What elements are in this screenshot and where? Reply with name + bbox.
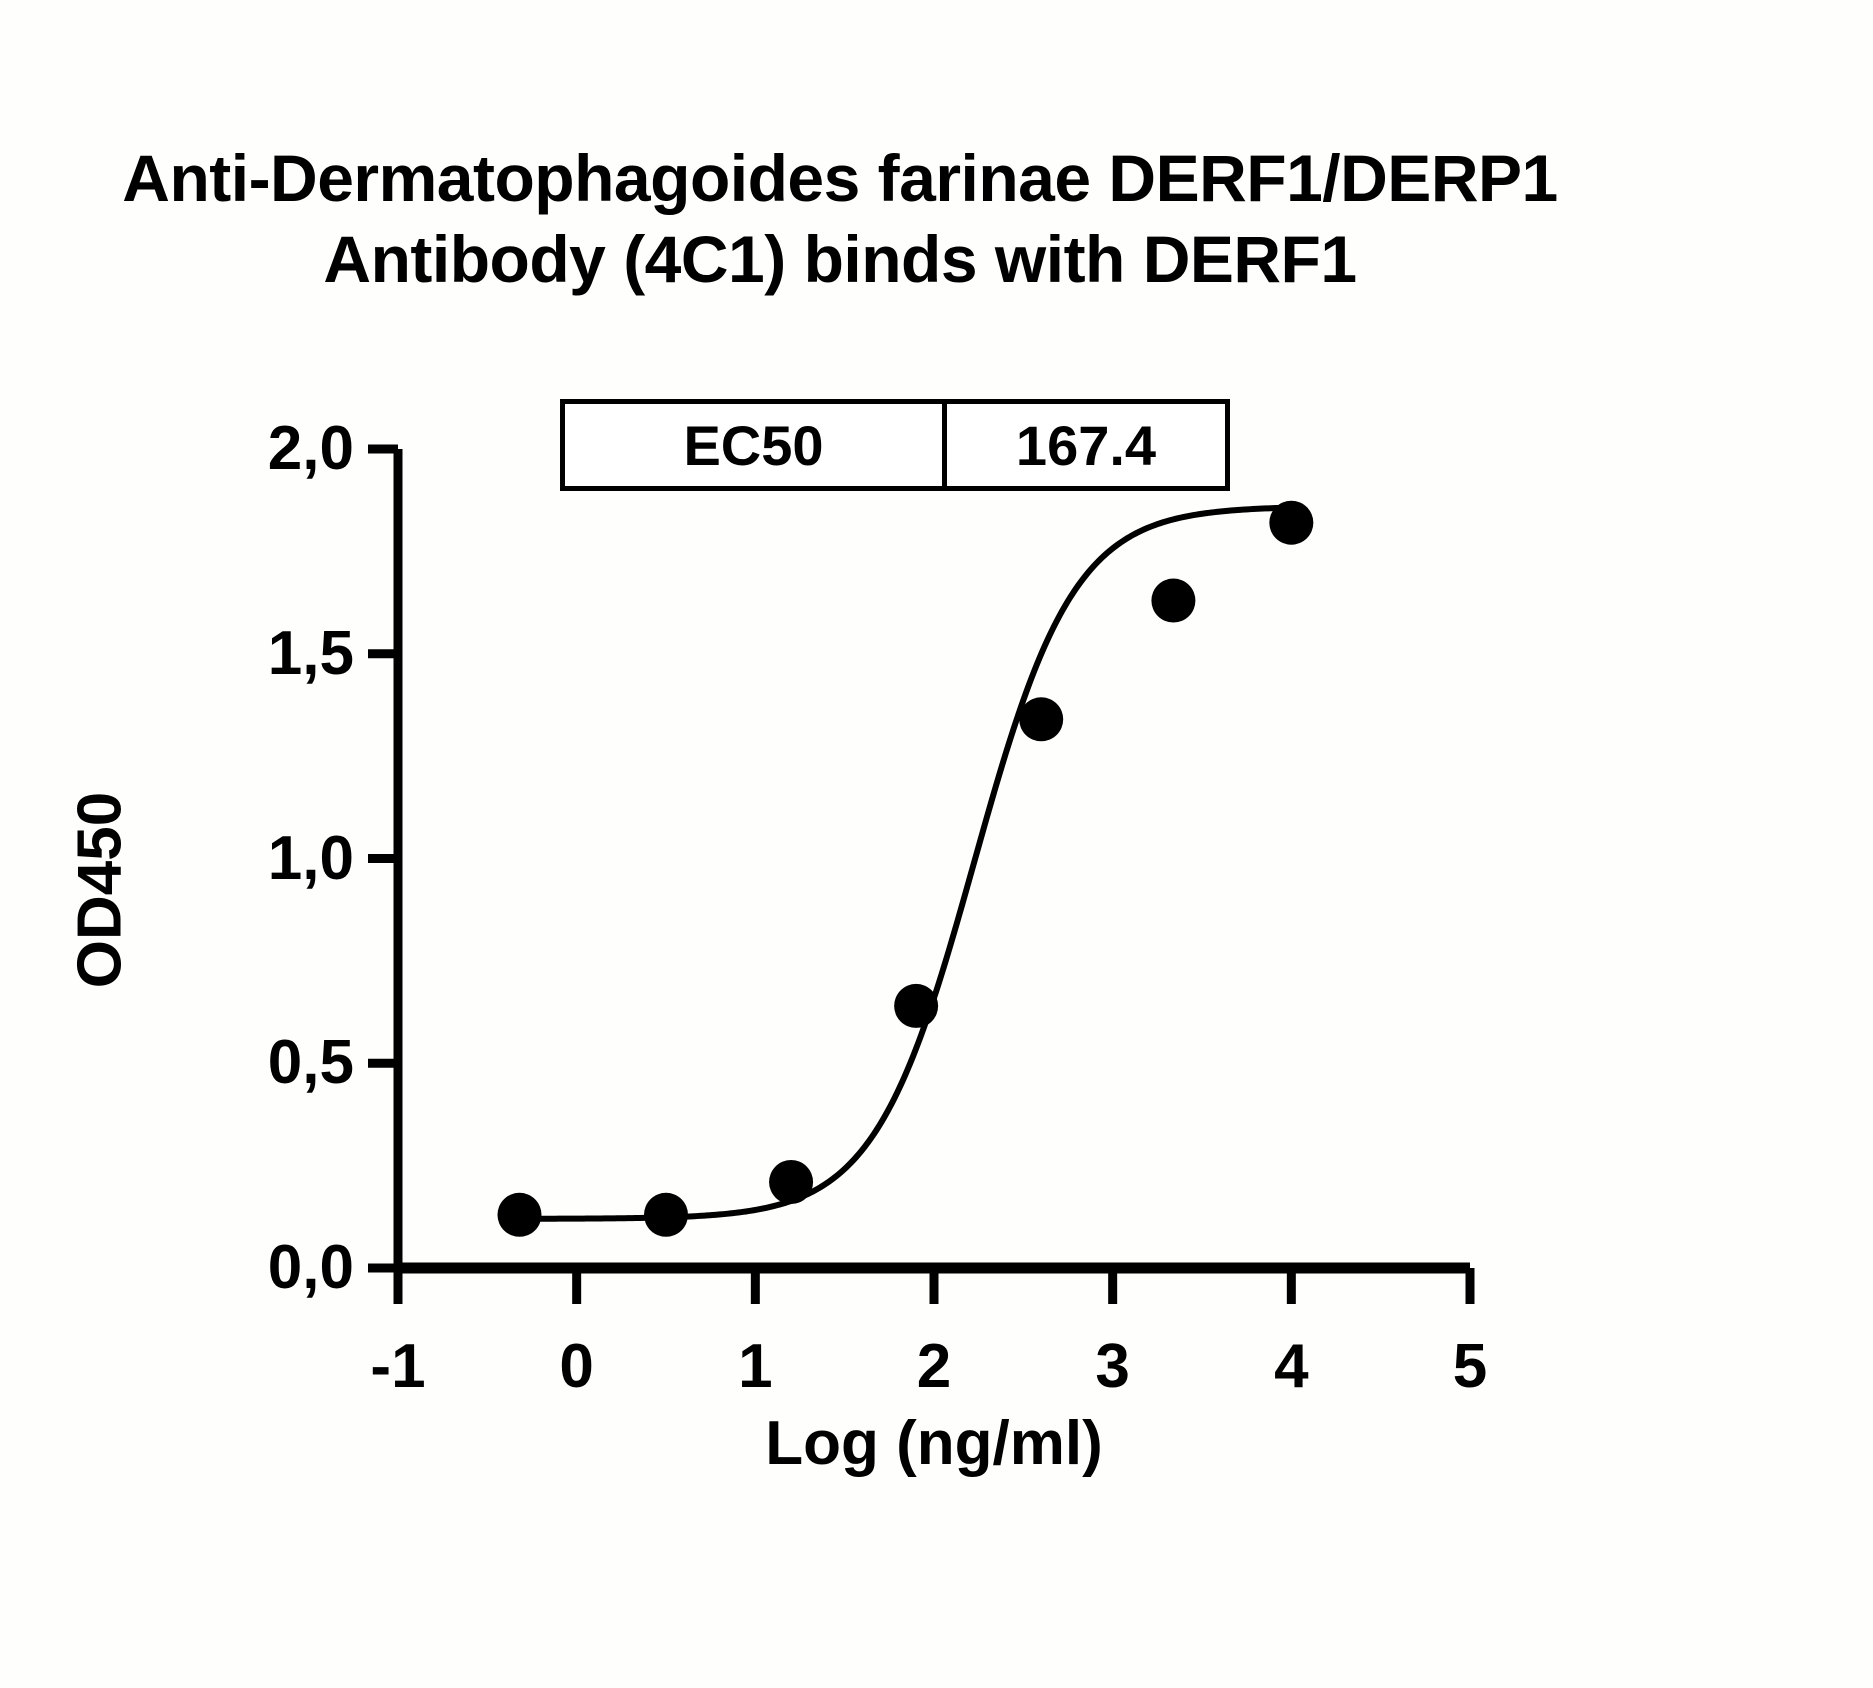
data-point [894,983,939,1028]
x-axis-tick-label: 0 [559,1332,594,1401]
page-title: Anti-Dermatophagoides farinae DERF1/DERP… [122,141,1558,296]
y-axis-tick-label: 1,5 [267,618,354,688]
data-point [769,1160,814,1205]
data-point [1269,500,1314,545]
y-axis-tick-label: 1,0 [267,823,354,893]
ec50-label-cell: EC50 [565,404,947,486]
x-axis-tick-label: 5 [1452,1332,1488,1401]
data-point [1019,697,1064,742]
axes-group [368,444,1475,1304]
x-axis-title: Log (ng/ml) [765,1409,1103,1478]
y-axis-tick-label: 2,0 [267,414,354,483]
data-points-group [497,500,1314,1237]
x-axis-tick-label: 1 [738,1332,773,1401]
y-axis-tick-label: 0,0 [267,1233,354,1302]
ec50-value-cell: 167.4 [1015,413,1157,477]
x-axis-tick-label: -1 [370,1332,426,1401]
x-axis-tick-label: 2 [916,1332,952,1401]
data-point [644,1192,688,1237]
x-axis-tick-label: 4 [1274,1332,1309,1401]
ec50-table: EC50 167.4 [560,399,1230,491]
y-axis-tick-label: 0,5 [267,1028,354,1098]
data-point [1151,578,1196,623]
data-point [497,1192,542,1237]
y-axis-title: OD450 [65,791,135,989]
x-axis-tick-label: 3 [1095,1332,1130,1401]
